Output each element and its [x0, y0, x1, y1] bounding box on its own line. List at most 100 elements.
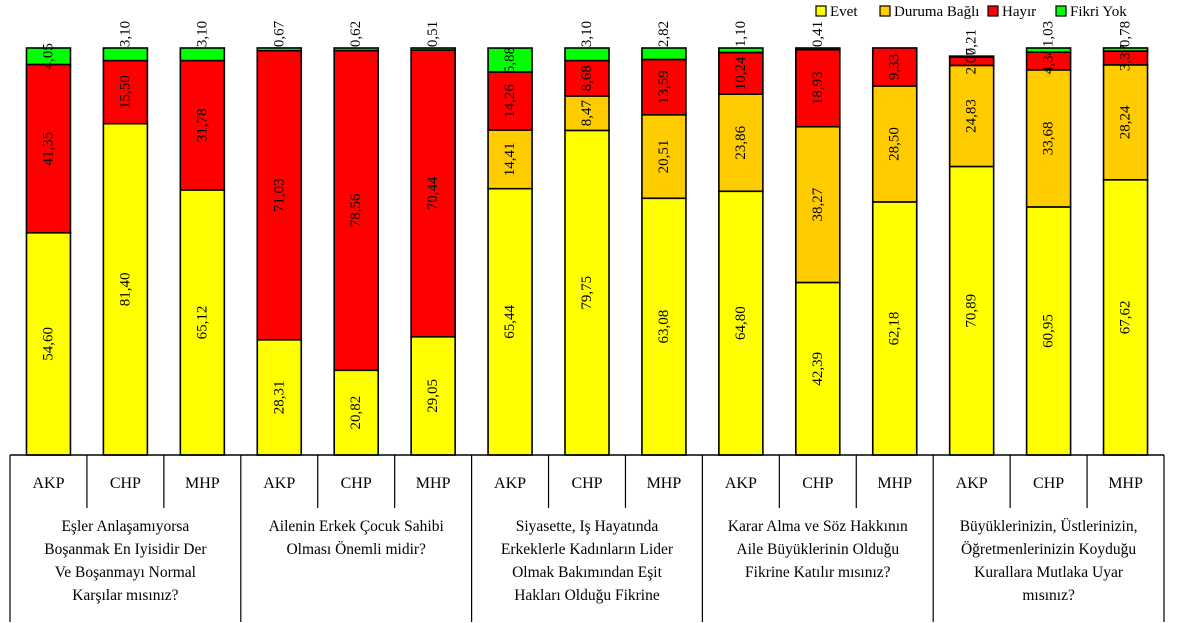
bar-chp-g1-hayir	[102, 59, 149, 125]
data-label-chp-g2-hayir: 78,56	[348, 193, 364, 227]
data-label-akp-g1-fikri-yok: 4,05	[40, 43, 56, 69]
tick-label-chp-g3: CHP	[571, 475, 602, 492]
group-label-5-line-4: mısınız?	[1022, 587, 1075, 604]
legend-swatch-duruma-bagli	[879, 5, 891, 17]
bar-chp-g1-fikri-yok	[102, 47, 149, 62]
data-label-chp-g2-fikri-yok: 0,62	[348, 21, 364, 47]
bar-akp-g3-fikri-yok	[487, 47, 533, 73]
data-label-chp-g5-fikri-yok: 1,03	[1041, 21, 1057, 47]
bar-akp-g2-fikri-yok	[256, 47, 303, 52]
data-label-mhp-g4-hayir: 9,33	[887, 54, 903, 80]
data-label-chp-g1-hayir: 15,50	[117, 75, 133, 109]
tick-label-mhp-g3: MHP	[647, 475, 682, 492]
bar-mhp-g5-duruma-bagli	[1102, 64, 1149, 181]
data-label-chp-g2-evet: 20,82	[348, 396, 364, 430]
bar-chp-g5-evet	[1025, 206, 1072, 456]
data-label-akp-g5-evet: 70,89	[964, 294, 980, 328]
data-label-chp-g3-hayir: 8,68	[579, 65, 595, 91]
bar-mhp-g4-evet	[871, 201, 918, 456]
bars-layer: 54,60 41,35 4,05 81,40 15,50 3,10 65,12 31,78 3,…	[25, 20, 1149, 456]
tick-label-chp-g2: CHP	[341, 475, 372, 492]
bar-akp-g5-duruma-bagli	[948, 64, 995, 168]
data-label-akp-g4-hayir: 10,24	[733, 56, 749, 90]
group-label-2-line-2: Olması Önemli midir?	[286, 541, 426, 558]
data-label-akp-g2-fikri-yok: 0,67	[271, 20, 287, 47]
group-label-2-line-1: Ailenin Erkek Çocuk Sahibi	[269, 518, 445, 535]
data-label-akp-g2-evet: 28,31	[271, 381, 287, 415]
group-label-1-line-2: Boşanmak En Iyisidir Der	[44, 541, 207, 558]
bar-chp-g3-evet	[564, 129, 610, 456]
data-label-akp-g5-hayir: 2,07	[964, 48, 980, 75]
group-label-3-line-1: Siyasette, Iş Hayatında	[516, 518, 659, 535]
data-label-mhp-g5-fikri-yok: 0,78	[1118, 21, 1134, 47]
group-label-1-line-4: Karşılar mısınız?	[72, 587, 178, 604]
legend-swatch-fikri-yok	[1055, 5, 1067, 17]
data-label-akp-g5-duruma-bagli: 24,83	[964, 99, 980, 133]
group-label-5-line-2: Öğretmenlerinizin Koyduğu	[961, 541, 1136, 558]
data-label-mhp-g3-fikri-yok: 2,82	[656, 21, 672, 47]
data-label-akp-g1-evet: 54,60	[40, 327, 56, 361]
tick-label-akp-g4: AKP	[725, 475, 757, 492]
legend-label-duruma-bagli: Duruma Bağlı	[894, 4, 979, 20]
group-label-1-line-3: Ve Boşanmayı Normal	[55, 564, 196, 581]
category-axis: AKP CHP MHP Eşler Anlaşamıyorsa Boşanmak En …	[9, 454, 1165, 622]
bar-akp-g5-fikri-yok	[948, 55, 995, 58]
data-label-chp-g3-fikri-yok: 3,10	[579, 21, 595, 47]
bar-chp-g4-duruma-bagli	[794, 125, 841, 284]
data-label-akp-g4-duruma-bagli: 23,86	[733, 125, 749, 159]
tick-label-mhp-g4: MHP	[877, 475, 912, 492]
group-label-3-line-3: Olmak Bakımından Eşit	[512, 564, 663, 581]
bar-akp-g5-evet	[948, 165, 995, 456]
data-label-chp-g5-hayir: 4,34	[1041, 47, 1057, 74]
data-label-akp-g4-evet: 64,80	[733, 306, 749, 340]
legend-swatch-evet	[815, 5, 827, 17]
data-label-akp-g4-fikri-yok: 1,10	[733, 21, 749, 47]
bar-chp-g4-evet	[794, 281, 841, 456]
bar-akp-g2-evet	[256, 338, 303, 456]
data-label-chp-g4-evet: 42,39	[810, 352, 826, 386]
legend: Evet Duruma Bağlı Hayır Fikri Yok	[815, 4, 1127, 20]
bar-chp-g1-evet	[102, 122, 149, 456]
bar-akp-g1-evet	[25, 231, 72, 456]
data-label-chp-g4-duruma-bagli: 38,27	[810, 187, 826, 221]
bar-akp-g2-hayir	[256, 49, 303, 341]
data-label-akp-g3-duruma-bagli: 14,41	[502, 142, 518, 176]
data-label-akp-g3-evet: 65,44	[502, 304, 518, 338]
bar-chp-g2-fikri-yok	[333, 47, 380, 52]
data-label-chp-g1-evet: 81,40	[117, 272, 133, 306]
bar-mhp-g2-hayir	[410, 49, 456, 338]
group-label-5-line-3: Kurallara Mutlaka Uyar	[974, 564, 1124, 581]
data-label-mhp-g4-duruma-bagli: 28,50	[887, 127, 903, 161]
legend-label-hayir: Hayır	[1002, 4, 1036, 20]
bar-akp-g3-evet	[487, 187, 533, 456]
bar-mhp-g4-hayir	[871, 47, 918, 87]
data-label-chp-g5-evet: 60,95	[1041, 314, 1057, 348]
group-label-1-line-1: Eşler Anlaşamıyorsa	[61, 518, 189, 535]
group-label-3-line-4: Hakları Olduğu Fikrine	[514, 587, 660, 604]
tick-label-akp-g1: AKP	[32, 475, 64, 492]
bar-akp-g3-hayir	[487, 71, 533, 131]
data-label-mhp-g2-fikri-yok: 0,51	[425, 21, 441, 47]
bar-mhp-g3-evet	[641, 197, 687, 456]
tick-label-akp-g5: AKP	[956, 475, 988, 492]
legend-label-evet: Evet	[830, 4, 858, 20]
data-label-akp-g3-fikri-yok: 5,88	[502, 47, 518, 73]
data-label-akp-g1-hayir: 41,35	[40, 132, 56, 166]
bar-mhp-g1-hayir	[179, 59, 226, 191]
tick-label-chp-g4: CHP	[802, 475, 833, 492]
legend-swatch-hayir	[987, 5, 999, 17]
tick-label-akp-g3: AKP	[494, 475, 526, 492]
group-label-4-line-2: Aile Büyüklerinin Olduğu	[736, 541, 899, 558]
bar-mhp-g5-fikri-yok	[1102, 47, 1149, 52]
bar-chp-g5-fikri-yok	[1025, 47, 1072, 53]
bar-mhp-g4-duruma-bagli	[871, 85, 918, 203]
tick-label-akp-g2: AKP	[263, 475, 295, 492]
data-label-mhp-g3-hayir: 13,59	[656, 70, 672, 104]
data-label-mhp-g2-evet: 29,05	[425, 379, 441, 413]
tick-label-mhp-g2: MHP	[416, 475, 451, 492]
bar-chp-g2-evet	[333, 369, 380, 456]
bar-mhp-g1-fikri-yok	[179, 47, 226, 62]
bar-akp-g4-fikri-yok	[718, 47, 764, 54]
data-label-chp-g4-hayir: 18,93	[810, 71, 826, 105]
